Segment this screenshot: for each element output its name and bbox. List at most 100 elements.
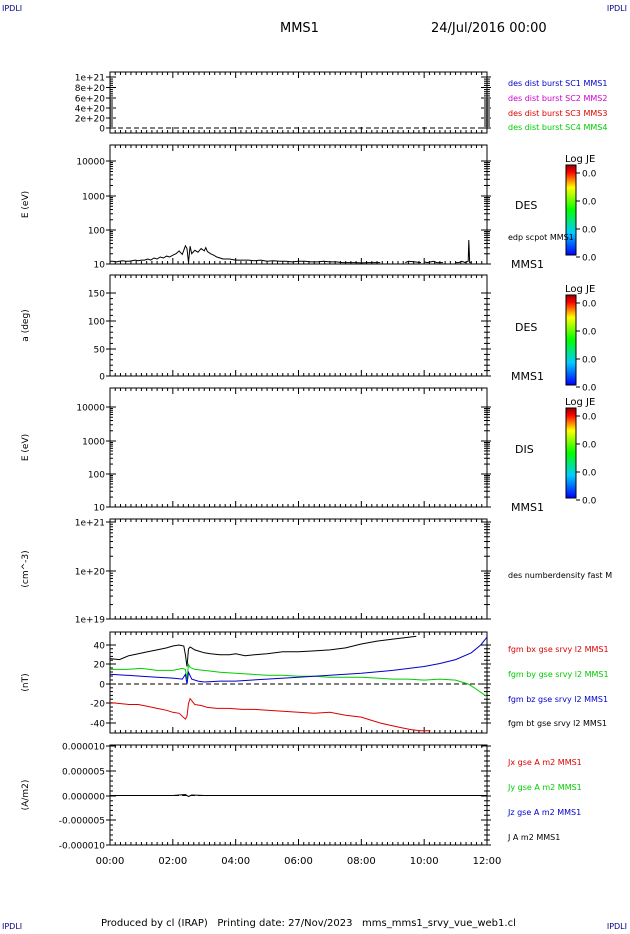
panel-frame	[109, 71, 488, 134]
colorbar	[565, 294, 577, 386]
y-tick-label: 1e+19	[75, 616, 106, 626]
panel-p5	[106, 518, 491, 620]
y-tick-label: 0	[99, 373, 105, 383]
series-line	[109, 697, 431, 732]
y-tick-label: 0	[99, 125, 105, 135]
y-tick-label: 0.000010	[62, 743, 105, 753]
y-axis-label: (nT)	[21, 673, 31, 691]
y-tick-label: -0.000010	[59, 842, 105, 852]
colorbar-tick-label: 0.0	[582, 254, 597, 264]
colorbar-tick-label: 0.0	[582, 469, 597, 479]
series-line	[109, 636, 488, 685]
y-tick-label: 1e+21	[75, 74, 105, 84]
panel-p2	[106, 144, 580, 265]
corner-label-top-right: IPDLI	[606, 4, 627, 13]
y-tick-label: 20	[94, 661, 106, 671]
y-tick-label: 10000	[76, 158, 105, 168]
instrument-label: DES	[515, 199, 537, 212]
y-tick-label: 1000	[82, 438, 105, 448]
instrument-label: DIS	[515, 443, 534, 456]
x-tick-label: 04:00	[221, 856, 250, 867]
instrument-label: DES	[515, 321, 537, 334]
y-tick-label: 8e+20	[75, 84, 106, 94]
legend-label: fgm bt gse srvy l2 MMS1	[508, 719, 607, 728]
x-tick-label: 12:00	[473, 856, 502, 867]
y-tick-label: 100	[88, 471, 105, 481]
panel-p7	[106, 744, 491, 846]
panel-frame	[109, 631, 488, 734]
colorbar-title: Log JE	[565, 397, 595, 408]
header-spacecraft: MMS1	[280, 21, 319, 36]
y-tick-label: 1e+20	[75, 568, 106, 578]
footer-text: Produced by cl (IRAP) Printing date: 27/…	[101, 918, 516, 929]
panel-frame	[109, 274, 488, 377]
panel-p1	[106, 71, 491, 134]
y-tick-label: 6e+20	[75, 95, 106, 105]
legend-label: Jz gse A m2 MMS1	[507, 808, 581, 817]
y-tick-label: 1e+21	[75, 519, 105, 529]
panel-p3	[106, 274, 580, 388]
colorbar-tick-label: 0.0	[582, 170, 597, 180]
colorbar-tick-label: 0.0	[582, 413, 597, 423]
panel-frame	[109, 144, 488, 265]
y-tick-label: 150	[88, 290, 105, 300]
legend-label: des numberdensity fast M	[508, 571, 612, 580]
legend-label: des dist burst SC1 MMS1	[508, 79, 607, 88]
legend-label: Jy gse A m2 MMS1	[507, 783, 582, 792]
y-tick-label: 10	[94, 261, 106, 271]
panel-p6	[106, 631, 491, 734]
corner-label-bottom-right: IPDLI	[606, 922, 627, 931]
colorbar	[565, 407, 577, 499]
legend-label: Jx gse A m2 MMS1	[507, 758, 582, 767]
spacecraft-label: MMS1	[511, 370, 544, 383]
panel-p4	[106, 387, 580, 508]
panel-frame	[109, 387, 488, 508]
y-tick-label: -40	[90, 720, 105, 730]
y-axis-label: E (eV)	[21, 191, 31, 218]
legend-label: fgm bx gse srvy l2 MMS1	[508, 645, 609, 654]
corner-label-top-left: IPDLI	[2, 4, 23, 13]
y-tick-label: -0.000005	[59, 817, 105, 827]
legend-label: fgm by gse srvy l2 MMS1	[508, 670, 609, 679]
y-tick-label: 100	[88, 318, 105, 328]
colorbar-tick-label: 0.0	[582, 328, 597, 338]
y-tick-label: 50	[94, 346, 106, 356]
colorbar-tick-label: 0.0	[582, 497, 597, 507]
header-date-time: 24/Jul/2016 00:00	[431, 21, 547, 36]
x-tick-label: 00:00	[96, 856, 125, 867]
colorbar-tick-label: 0.0	[582, 441, 597, 451]
colorbar-tick-label: 0.0	[582, 356, 597, 366]
legend-label: des dist burst SC2 MMS2	[508, 94, 607, 103]
x-tick-label: 02:00	[158, 856, 187, 867]
y-tick-label: 1000	[82, 193, 105, 203]
colorbar-tick-label: 0.0	[582, 198, 597, 208]
series-line	[109, 635, 417, 667]
corner-label-bottom-left: IPDLI	[2, 922, 23, 931]
y-tick-label: 0	[99, 681, 105, 691]
y-tick-label: 40	[94, 642, 106, 652]
legend-label: fgm bz gse srvy l2 MMS1	[508, 695, 608, 704]
colorbar-tick-label: 0.0	[582, 226, 597, 236]
legend-label: des dist burst SC3 MMS3	[508, 109, 607, 118]
y-axis-label: E (eV)	[21, 434, 31, 461]
y-axis-label: (A/m2)	[21, 780, 31, 811]
series-line	[110, 662, 488, 698]
spacecraft-label: MMS1	[511, 501, 544, 514]
legend-label: des dist burst SC4 MMS4	[508, 123, 607, 132]
colorbar	[565, 164, 577, 256]
y-tick-label: -20	[90, 700, 105, 710]
series-line	[110, 239, 472, 264]
y-axis-label: (cm^-3)	[21, 550, 31, 587]
y-tick-label: 0.000005	[62, 768, 105, 778]
x-tick-label: 08:00	[347, 856, 376, 867]
legend-label: edp scpot MMS1	[508, 233, 574, 242]
x-tick-label: 10:00	[410, 856, 439, 867]
colorbar-tick-label: 0.0	[582, 300, 597, 310]
y-axis-label: a (deg)	[21, 309, 31, 341]
y-tick-label: 10	[94, 504, 106, 514]
colorbar-title: Log JE	[565, 284, 595, 295]
x-tick-label: 06:00	[284, 856, 313, 867]
series-line	[110, 793, 487, 798]
colorbar-title: Log JE	[565, 154, 595, 165]
y-tick-label: 4e+20	[75, 105, 106, 115]
